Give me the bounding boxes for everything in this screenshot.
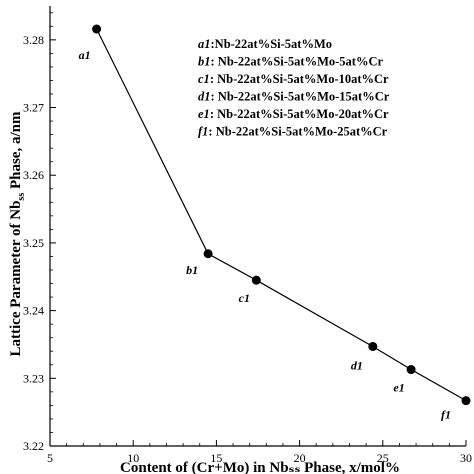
legend-entry-c1: c1: Nb-22at%Si-5at%Mo-10at%Cr <box>198 72 389 86</box>
x-tick-label: 30 <box>460 451 472 465</box>
y-tick-label: 3.24 <box>23 304 44 318</box>
legend-entry-id: b1 <box>198 55 211 69</box>
point-label-e1: e1 <box>393 381 404 395</box>
point-label-f1: f1 <box>441 408 451 422</box>
x-tick-label: 5 <box>47 451 53 465</box>
y-axis-title-sub: ss <box>16 193 27 201</box>
legend-entry-text: :Nb-22at%Si-5at%Mo <box>211 37 333 51</box>
data-point-a1 <box>92 24 102 34</box>
legend-entry-text: : Nb-22at%Si-5at%Mo-15at%Cr <box>211 90 390 104</box>
y-ticks: 3.22 3.23 3.24 3.25 3.26 3.27 3.28 <box>23 12 56 453</box>
legend-entry-f1: f1: Nb-22at%Si-5at%Mo-25at%Cr <box>198 125 388 139</box>
point-label-d1: d1 <box>351 358 363 372</box>
x-tick-label: 25 <box>377 451 389 465</box>
data-point-c1 <box>251 275 261 285</box>
point-label-c1: c1 <box>239 291 250 305</box>
point-labels: a1 b1 c1 d1 e1 f1 <box>79 48 451 422</box>
x-tick-label: 10 <box>127 451 139 465</box>
y-tick-label: 3.22 <box>23 439 44 453</box>
x-tick-label: 20 <box>294 451 306 465</box>
legend-entry-e1: e1: Nb-22at%Si-5at%Mo-20at%Cr <box>198 107 389 121</box>
axes <box>49 6 466 447</box>
x-axis-title: Content of (Cr+Mo) in Nbₛₛ Phase, x/mol% <box>120 460 400 474</box>
y-tick-label: 3.28 <box>23 33 44 47</box>
legend-entry-id: e1 <box>198 107 210 121</box>
y-axis-title-main: Lattice Parameter of Nb <box>8 201 24 357</box>
point-label-b1: b1 <box>186 263 198 277</box>
data-point-e1 <box>406 365 416 375</box>
y-tick-label: 3.26 <box>23 168 44 182</box>
y-axis-title: Lattice Parameter of Nbss Phase, a/nm <box>8 111 27 356</box>
legend-entry-id: a1 <box>198 37 211 51</box>
legend-entry-text: : Nb-22at%Si-5at%Mo-5at%Cr <box>211 55 384 69</box>
legend-entry-id: d1 <box>198 90 211 104</box>
y-tick-label: 3.27 <box>23 101 44 115</box>
x-ticks: 5 10 15 20 25 30 <box>47 440 472 465</box>
data-series <box>92 24 471 406</box>
data-point-f1 <box>461 396 471 406</box>
legend-entry-text: : Nb-22at%Si-5at%Mo-25at%Cr <box>208 125 387 139</box>
legend-entry-text: : Nb-22at%Si-5at%Mo-10at%Cr <box>210 72 389 86</box>
series-line <box>96 28 467 402</box>
data-point-d1 <box>368 341 378 351</box>
y-tick-label: 3.23 <box>23 371 44 385</box>
point-label-a1: a1 <box>79 48 91 62</box>
x-tick-label: 15 <box>210 451 222 465</box>
legend-entry-text: : Nb-22at%Si-5at%Mo-20at%Cr <box>210 107 389 121</box>
legend-entry-id: c1 <box>198 72 210 86</box>
legend-entry-b1: b1: Nb-22at%Si-5at%Mo-5at%Cr <box>198 55 383 69</box>
y-axis-title-tail: Phase, a/nm <box>8 111 24 193</box>
y-tick-label: 3.25 <box>23 236 44 250</box>
legend-entry-a1: a1:Nb-22at%Si-5at%Mo <box>198 37 332 51</box>
data-point-b1 <box>203 249 213 259</box>
legend-entry-d1: d1: Nb-22at%Si-5at%Mo-15at%Cr <box>198 90 390 104</box>
legend-entry-id: f1 <box>198 125 208 139</box>
